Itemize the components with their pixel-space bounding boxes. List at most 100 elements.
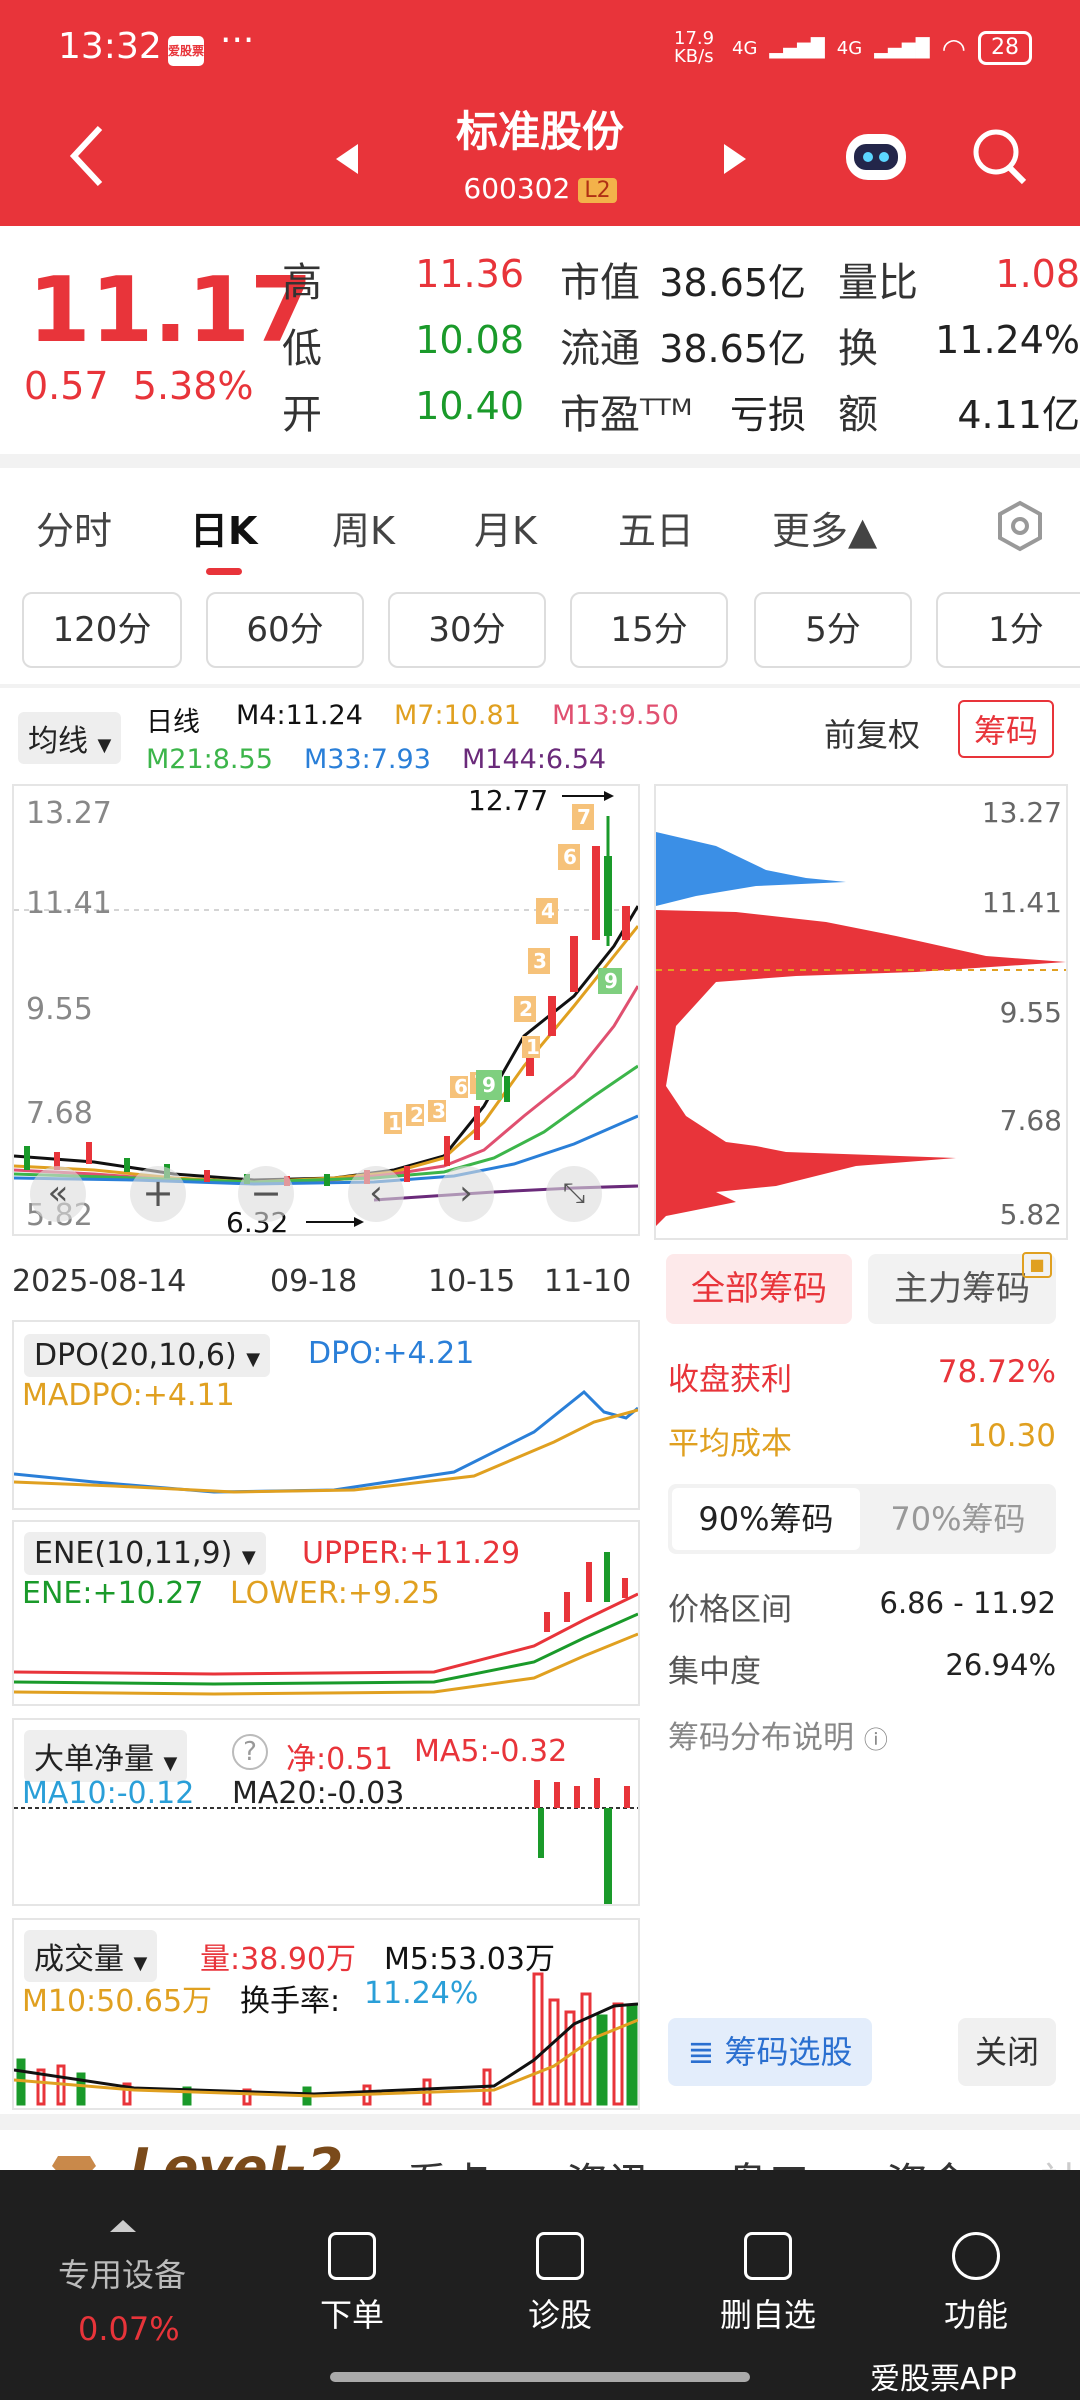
back-icon[interactable] bbox=[68, 124, 108, 188]
ene-panel[interactable]: ENE(10,11,9) ▼ UPPER:+11.29 ENE:+10.27 L… bbox=[12, 1520, 640, 1706]
ene-selector[interactable]: ENE(10,11,9) ▼ bbox=[24, 1532, 266, 1575]
x-date: 09-18 bbox=[270, 1264, 358, 1299]
profit-value: 78.72% bbox=[937, 1354, 1056, 1390]
dropdown-icon: ▼ bbox=[97, 735, 112, 756]
tab-90-chips[interactable]: 90%筹码 bbox=[672, 1488, 860, 1550]
bignet-svg bbox=[14, 1778, 638, 1904]
ene-lower: LOWER:+9.25 bbox=[230, 1576, 440, 1611]
zoom-in-icon[interactable]: + bbox=[130, 1166, 186, 1222]
adjust-mode[interactable]: 前复权 bbox=[824, 716, 921, 754]
chips-button[interactable]: 筹码 bbox=[958, 700, 1055, 758]
chip-y-tick: 13.27 bbox=[981, 796, 1062, 829]
range-label: 价格区间 bbox=[668, 1592, 792, 1628]
chip-svg bbox=[656, 832, 1066, 1226]
vol-ratio-value: 1.08 bbox=[995, 252, 1080, 296]
range-value: 6.86 - 11.92 bbox=[879, 1586, 1057, 1620]
kline-chart[interactable]: 1 2 3 6 7 9 1 2 3 4 6 7 9 13.27 11.41 9.… bbox=[12, 784, 640, 1239]
nav-order[interactable]: 下单 bbox=[282, 2232, 422, 2336]
period-120m[interactable]: 120分 bbox=[22, 592, 182, 668]
turnover-label: 换 bbox=[838, 326, 878, 372]
chip-distribution-chart: 13.27 11.41 9.55 7.68 5.82 bbox=[654, 784, 1068, 1240]
price-change: 0.57 5.38% bbox=[24, 364, 254, 408]
open-value: 10.40 bbox=[415, 384, 524, 428]
dropdown-icon: ▼ bbox=[246, 1349, 261, 1370]
next-stock-icon[interactable] bbox=[720, 142, 748, 176]
chip-desc-link[interactable]: 筹码分布说明 ⓘ bbox=[668, 1712, 888, 1757]
bignet-ma10: MA10:-0.12 bbox=[22, 1776, 195, 1811]
svg-text:3: 3 bbox=[533, 949, 547, 973]
current-price: 11.17 bbox=[28, 258, 313, 363]
bignet-ma20: MA20:-0.03 bbox=[232, 1776, 405, 1811]
nav-remove-label: 删自选 bbox=[719, 2296, 816, 2334]
tab-all-chips[interactable]: 全部筹码 bbox=[666, 1254, 852, 1324]
tab-weekly-k[interactable]: 周K bbox=[332, 509, 395, 553]
svg-text:9: 9 bbox=[604, 969, 618, 993]
dpo-panel[interactable]: DPO(20,10,6) ▼ DPO:+4.21 MADPO:+4.11 bbox=[12, 1320, 640, 1510]
device-label: 专用设备 bbox=[58, 2256, 187, 2294]
tab-main-chips[interactable]: 主力筹码 ■ bbox=[868, 1252, 1056, 1324]
dpo-value: DPO:+4.21 bbox=[308, 1336, 475, 1371]
prev-icon[interactable]: ‹ bbox=[348, 1166, 404, 1222]
nav-diagnose[interactable]: 诊股 bbox=[490, 2232, 630, 2336]
change-value: 0.57 bbox=[24, 364, 109, 408]
chip-y-tick: 9.55 bbox=[999, 996, 1062, 1029]
ma-selector[interactable]: 均线 ▼ bbox=[18, 712, 122, 764]
ene-svg bbox=[13, 1552, 639, 1696]
help-icon[interactable]: ? bbox=[232, 1734, 268, 1770]
amount-label: 额 bbox=[838, 392, 878, 438]
volume-panel[interactable]: 成交量 ▼ 量:38.90万 M5:53.03万 M10:50.65万 换手率:… bbox=[12, 1918, 640, 2110]
stock-code: 600302 bbox=[463, 172, 571, 205]
close-chips-button[interactable]: 关闭 bbox=[958, 2018, 1056, 2086]
chip-y-tick: 7.68 bbox=[999, 1104, 1062, 1137]
nav-functions[interactable]: 功能 bbox=[906, 2232, 1046, 2336]
legend-m13: M13:9.50 bbox=[552, 700, 679, 731]
madpo-value: MADPO:+4.11 bbox=[22, 1378, 235, 1413]
period-60m[interactable]: 60分 bbox=[206, 592, 364, 668]
tab-five-day[interactable]: 五日 bbox=[618, 509, 695, 553]
volume-selector[interactable]: 成交量 ▼ bbox=[24, 1930, 158, 1982]
tab-daily-k[interactable]: 日K bbox=[190, 509, 258, 553]
signal-icon: ▂▄▆█ bbox=[769, 37, 825, 59]
chip-y-tick: 11.41 bbox=[981, 886, 1062, 919]
search-icon[interactable] bbox=[970, 124, 1030, 188]
bignet-panel[interactable]: 大单净量 ▼ ? 净:0.51 MA5:-0.32 MA10:-0.12 MA2… bbox=[12, 1718, 640, 1906]
zoom-out-icon[interactable]: − bbox=[238, 1166, 294, 1222]
caret-up-icon[interactable] bbox=[108, 2218, 138, 2234]
low-label: 低 bbox=[282, 326, 322, 372]
profit-label: 收盘获利 bbox=[668, 1362, 792, 1398]
avg-cost-label: 平均成本 bbox=[668, 1426, 792, 1462]
period-5m[interactable]: 5分 bbox=[754, 592, 912, 668]
ma-selector-label: 均线 bbox=[28, 724, 88, 759]
ene-upper: UPPER:+11.29 bbox=[302, 1536, 521, 1571]
tab-70-chips[interactable]: 70%筹码 bbox=[890, 1500, 1026, 1538]
turnover-value: 11.24% bbox=[935, 318, 1080, 362]
period-30m[interactable]: 30分 bbox=[388, 592, 546, 668]
bignet-selector[interactable]: 大单净量 ▼ bbox=[24, 1730, 188, 1782]
robot-assistant-icon[interactable] bbox=[840, 126, 912, 186]
volume-svg bbox=[13, 1972, 639, 2106]
period-15m[interactable]: 15分 bbox=[570, 592, 728, 668]
dpo-selector[interactable]: DPO(20,10,6) ▼ bbox=[24, 1334, 271, 1377]
prev-stock-icon[interactable] bbox=[334, 142, 362, 176]
concentration-value: 26.94% bbox=[945, 1648, 1056, 1682]
next-icon[interactable]: › bbox=[438, 1166, 494, 1222]
wifi-icon: ◠ bbox=[941, 31, 966, 65]
fullscreen-icon[interactable]: ⤡ bbox=[546, 1166, 602, 1222]
nav-functions-label: 功能 bbox=[943, 2296, 1008, 2334]
scroll-left-icon[interactable]: « bbox=[30, 1166, 86, 1222]
ene-value: ENE:+10.27 bbox=[22, 1576, 204, 1611]
settings-hex-icon[interactable] bbox=[996, 500, 1044, 552]
period-1m[interactable]: 1分 bbox=[936, 592, 1080, 668]
high-value: 11.36 bbox=[415, 252, 524, 296]
mktcap-value: 38.65亿 bbox=[659, 261, 806, 305]
bignet-name: 大单净量 bbox=[34, 1742, 154, 1777]
svg-text:1: 1 bbox=[526, 1035, 540, 1059]
tab-more[interactable]: 更多▲ bbox=[772, 509, 878, 553]
volume-value: 量:38.90万 bbox=[200, 1942, 356, 1977]
tab-monthly-k[interactable]: 月K bbox=[474, 509, 537, 553]
nav-remove-watchlist[interactable]: 删自选 bbox=[698, 2232, 838, 2336]
lock-icon: ■ bbox=[1022, 1252, 1052, 1278]
chip-select-button[interactable]: ≣ 筹码选股 bbox=[668, 2018, 872, 2086]
bottom-nav bbox=[0, 2170, 1080, 2400]
tab-intraday[interactable]: 分时 bbox=[36, 509, 113, 553]
